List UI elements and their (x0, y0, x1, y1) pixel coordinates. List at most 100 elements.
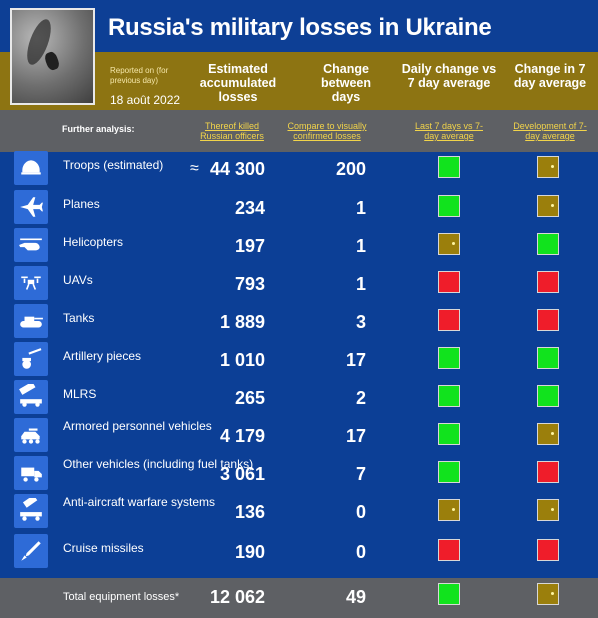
col-change-avg-header: Change in 7 day average (513, 62, 587, 90)
row-value: 234 (234, 198, 265, 218)
drone-icon (14, 266, 48, 300)
loss-row: Tanks 1 889 3 (0, 304, 598, 340)
page-title: Russia's military losses in Ukraine (108, 14, 492, 41)
row-change: 1 (355, 274, 366, 294)
daily-status-indicator (438, 309, 460, 331)
row-value: 136 (234, 502, 265, 522)
development-avg-link[interactable]: Development of 7-day average (513, 121, 587, 141)
loss-row: MLRS 265 2 (0, 380, 598, 416)
loss-row: Troops (estimated) ≈ 44 300 200 (0, 151, 598, 187)
reported-label: Reported on (for previous day) (110, 66, 169, 85)
daily-status-indicator (438, 195, 460, 217)
truck-icon (14, 456, 48, 490)
row-label: Planes (63, 197, 100, 211)
loss-row: Anti-aircraft warfare systems 136 0 (0, 494, 598, 530)
daily-status-indicator (438, 461, 460, 483)
row-value: 197 (234, 236, 265, 256)
row-label: UAVs (63, 273, 93, 287)
anti-aircraft-icon (14, 494, 48, 528)
row-label: Tanks (63, 311, 95, 325)
avg-status-indicator (537, 385, 559, 407)
header-photo (10, 8, 95, 105)
officers-link[interactable]: Thereof killed Russian officers (200, 121, 264, 141)
row-label: Troops (estimated) (63, 158, 164, 172)
row-label: Anti-aircraft warfare systems (63, 495, 216, 509)
further-analysis-label: Further analysis: (62, 124, 135, 134)
row-change: 0 (355, 542, 366, 562)
daily-status-indicator (438, 539, 460, 561)
avg-status-indicator (537, 156, 559, 178)
total-row: Total equipment losses* 12 062 49 (0, 578, 598, 618)
avg-status-indicator (537, 423, 559, 445)
header: Russia's military losses in Ukraine Repo… (0, 0, 598, 110)
plane-icon (14, 190, 48, 224)
col-estimated-header: Estimated accumulated losses (199, 62, 277, 104)
row-value: 3 061 (219, 464, 265, 484)
row-value: 1 010 (219, 350, 265, 370)
row-change: 200 (335, 159, 366, 179)
row-change: 17 (345, 426, 366, 446)
row-change: 2 (355, 388, 366, 408)
avg-status-indicator (537, 271, 559, 293)
row-change: 7 (355, 464, 366, 484)
daily-status-indicator (438, 233, 460, 255)
daily-status-indicator (438, 156, 460, 178)
total-avg-indicator (537, 583, 559, 605)
avg-status-indicator (537, 461, 559, 483)
loss-row: Artillery pieces 1 010 17 (0, 342, 598, 378)
loss-row: Planes 234 1 (0, 190, 598, 226)
avg-status-indicator (537, 195, 559, 217)
loss-row: Other vehicles (including fuel tanks) 3 … (0, 456, 598, 492)
row-change: 0 (355, 502, 366, 522)
daily-status-indicator (438, 385, 460, 407)
daily-status-indicator (438, 271, 460, 293)
aircraft-silhouette (43, 50, 61, 72)
row-label: MLRS (63, 387, 97, 401)
analysis-bar (0, 110, 598, 152)
row-label: Helicopters (63, 235, 124, 249)
row-change: 1 (355, 236, 366, 256)
col-daily-vs-avg-header: Daily change vs 7 day average (401, 62, 497, 90)
loss-row: Armored personnel vehicles 4 179 17 (0, 418, 598, 454)
loss-row: Cruise missiles 190 0 (0, 534, 598, 570)
avg-status-indicator (537, 539, 559, 561)
helmet-icon (14, 151, 48, 185)
last-7-days-link[interactable]: Last 7 days vs 7-day average (414, 121, 484, 141)
helicopter-icon (14, 228, 48, 262)
total-daily-indicator (438, 583, 460, 605)
row-value: 4 179 (219, 426, 265, 446)
visual-compare-link[interactable]: Compare to visually confirmed losses (287, 121, 367, 141)
daily-status-indicator (438, 347, 460, 369)
loss-row: UAVs 793 1 (0, 266, 598, 302)
row-label: Artillery pieces (63, 349, 142, 363)
row-value: 1 889 (219, 312, 265, 332)
row-label: Cruise missiles (63, 541, 144, 555)
col-change-header: Change between days (320, 62, 371, 104)
row-value: 265 (234, 388, 265, 408)
daily-status-indicator (438, 499, 460, 521)
missile-icon (14, 534, 48, 568)
row-change: 3 (355, 312, 366, 332)
total-value: 12 062 (209, 587, 265, 607)
tank-icon (14, 304, 48, 338)
row-value: 44 300 (209, 159, 265, 179)
avg-status-indicator (537, 499, 559, 521)
loss-row: Helicopters 197 1 (0, 228, 598, 264)
total-change: 49 (345, 587, 366, 607)
approx-symbol: ≈ (190, 160, 199, 177)
avg-status-indicator (537, 233, 559, 255)
row-value: 190 (234, 542, 265, 562)
avg-status-indicator (537, 309, 559, 331)
row-value: 793 (234, 274, 265, 294)
reported-date: 18 août 2022 (110, 93, 181, 107)
total-label: Total equipment losses* (63, 591, 180, 603)
row-label: Other vehicles (including fuel tanks) (63, 457, 254, 471)
row-label: Armored personnel vehicles (63, 419, 212, 433)
avg-status-indicator (537, 347, 559, 369)
artillery-icon (14, 342, 48, 376)
row-change: 1 (355, 198, 366, 218)
mlrs-icon (14, 380, 48, 414)
row-change: 17 (345, 350, 366, 370)
daily-status-indicator (438, 423, 460, 445)
